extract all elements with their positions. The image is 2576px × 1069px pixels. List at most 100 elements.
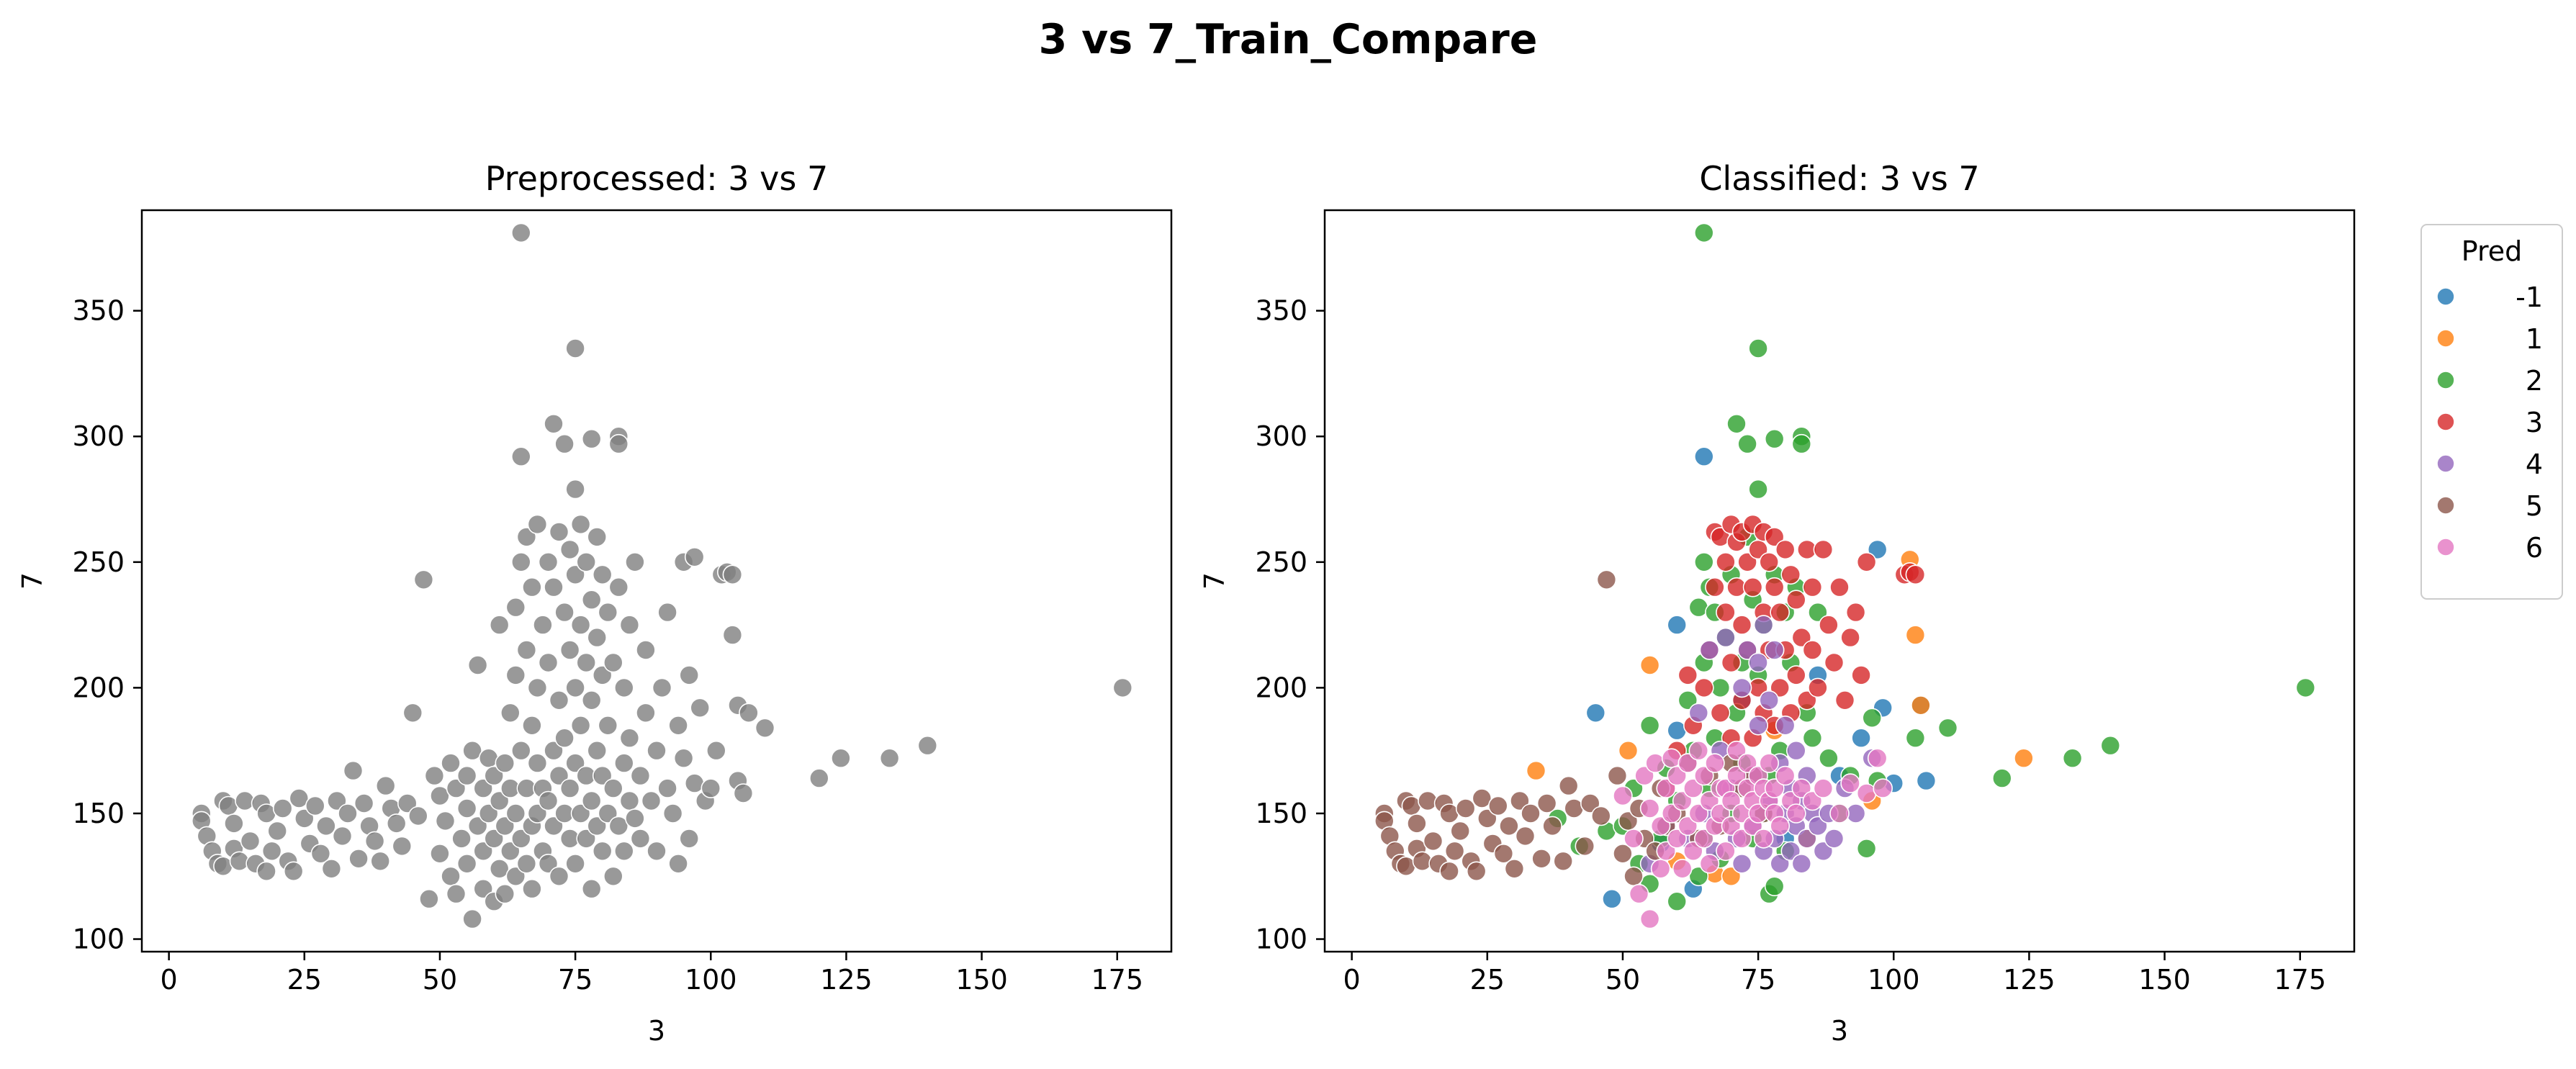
left-point-170 — [630, 829, 651, 849]
right-point-pred--1-17 — [1916, 770, 1937, 791]
left-point-172 — [636, 703, 656, 723]
right-point-pred-3-19 — [1731, 615, 1752, 635]
right-point-pred-2-66 — [2062, 748, 2083, 768]
left-point-176 — [652, 677, 672, 698]
right-point-pred-4-12 — [1731, 854, 1752, 874]
right-point-pred-1-10 — [1905, 625, 1926, 645]
left-point-148 — [592, 665, 613, 685]
left-point-194 — [722, 564, 743, 585]
right-point-pred-3-35 — [1770, 602, 1790, 623]
right-point-pred-4-37 — [1808, 816, 1828, 836]
right-point-pred-1-2 — [1639, 655, 1660, 675]
left-point-88 — [510, 551, 531, 572]
left-point-56 — [456, 798, 477, 818]
right-point-pred-2-38 — [1748, 479, 1768, 500]
right-point-pred-6-22 — [1688, 740, 1709, 761]
right-point-pred-3-52 — [1829, 577, 1850, 597]
left-point-63 — [473, 878, 494, 899]
left-point-70 — [484, 765, 505, 786]
right-point-pred-5-29 — [1510, 790, 1530, 811]
right-point-pred-3-4 — [1694, 677, 1714, 698]
right-point-pred-3-45 — [1797, 690, 1817, 711]
left-point-49 — [430, 785, 450, 806]
left-point-152 — [598, 715, 618, 736]
left-point-198 — [733, 783, 754, 803]
left-point-163 — [613, 841, 634, 862]
legend-box — [2420, 224, 2563, 600]
right-x-tick-label: 125 — [2003, 964, 2055, 996]
legend-label-pred-3: 3 — [2526, 407, 2543, 438]
right-point-pred-6-12 — [1661, 803, 1682, 824]
right-point-pred-3-8 — [1710, 703, 1731, 723]
right-point-pred-6-15 — [1672, 790, 1693, 811]
left-x-tick-label: 75 — [558, 964, 593, 996]
left-point-115 — [549, 866, 569, 887]
right-point-pred-3-47 — [1802, 640, 1823, 660]
right-point-pred-4-17 — [1748, 652, 1768, 673]
left-point-36 — [364, 831, 385, 852]
right-point-pred-3-46 — [1802, 577, 1823, 597]
left-y-tick-label: 250 — [72, 546, 125, 578]
left-x-tick-label: 125 — [820, 964, 873, 996]
left-point-191 — [706, 740, 726, 761]
left-point-105 — [538, 652, 559, 673]
left-point-160 — [608, 577, 629, 597]
left-point-146 — [587, 527, 608, 547]
left-point-108 — [544, 413, 564, 434]
left-point-136 — [576, 829, 597, 849]
left-point-142 — [581, 878, 602, 899]
legend-label-pred-5: 5 — [2526, 490, 2543, 522]
left-point-74 — [495, 816, 515, 836]
right-point-pred-4-21 — [1759, 690, 1779, 711]
left-panel-title: Preprocessed: 3 vs 7 — [485, 159, 829, 198]
right-point-pred-4-5 — [1699, 640, 1720, 660]
left-point-106 — [538, 551, 559, 572]
left-point-104 — [538, 790, 559, 811]
left-y-tick-label: 150 — [72, 798, 125, 829]
right-x-tick-label: 0 — [1343, 964, 1361, 996]
left-point-42 — [397, 793, 418, 813]
right-point-pred-4-38 — [1813, 841, 1834, 862]
left-point-18 — [267, 821, 288, 842]
left-point-25 — [305, 795, 325, 816]
legend-label-pred-4: 4 — [2526, 448, 2543, 480]
right-point-pred-5-8 — [1407, 813, 1427, 834]
left-point-159 — [608, 816, 629, 836]
legend-label-pred-2: 2 — [2526, 365, 2543, 397]
left-plot-frame — [140, 209, 1173, 953]
left-point-135 — [576, 652, 597, 673]
right-point-pred-3-33 — [1764, 577, 1785, 597]
left-point-109 — [544, 740, 564, 761]
right-point-pred-6-35 — [1726, 765, 1747, 786]
right-point-pred-3-37 — [1775, 539, 1796, 560]
right-point-pred-3-36 — [1770, 677, 1790, 698]
right-point-pred-6-54 — [1786, 803, 1806, 824]
right-point-pred-6-47 — [1759, 753, 1779, 773]
right-point-pred-3-32 — [1764, 527, 1785, 547]
right-y-tick-label: 250 — [1255, 546, 1307, 578]
left-point-130 — [570, 803, 591, 824]
right-point-pred-4-18 — [1753, 615, 1774, 635]
right-panel: Classified: 3 vs 7 0 25 50 75 100 125 150 175 1… — [1199, 159, 2356, 1047]
legend-marker-pred-6 — [2436, 538, 2455, 556]
right-point-pred-3-55 — [1845, 602, 1866, 623]
right-point-pred-4-3 — [1688, 703, 1709, 723]
left-point-175 — [647, 841, 667, 862]
left-point-141 — [581, 590, 602, 610]
right-point-pred-6-56 — [1802, 790, 1823, 811]
left-point-40 — [386, 813, 407, 834]
right-point-pred-3-20 — [1737, 551, 1757, 572]
left-point-129 — [565, 854, 585, 874]
left-point-75 — [495, 753, 515, 773]
left-point-52 — [441, 866, 461, 887]
right-point-pred-2-29 — [1726, 413, 1747, 434]
right-point-pred-2-55 — [1802, 728, 1823, 748]
right-point-pred-6-55 — [1791, 778, 1812, 798]
left-x-ticks: 0 25 50 75 100 125 150 175 — [161, 952, 1143, 996]
right-point-pred-4-35 — [1797, 829, 1817, 849]
left-point-195 — [722, 625, 743, 645]
left-point-30 — [332, 826, 353, 847]
right-point-pred-2-44 — [1764, 428, 1785, 449]
left-point-37 — [370, 851, 391, 872]
left-point-92 — [516, 527, 537, 547]
